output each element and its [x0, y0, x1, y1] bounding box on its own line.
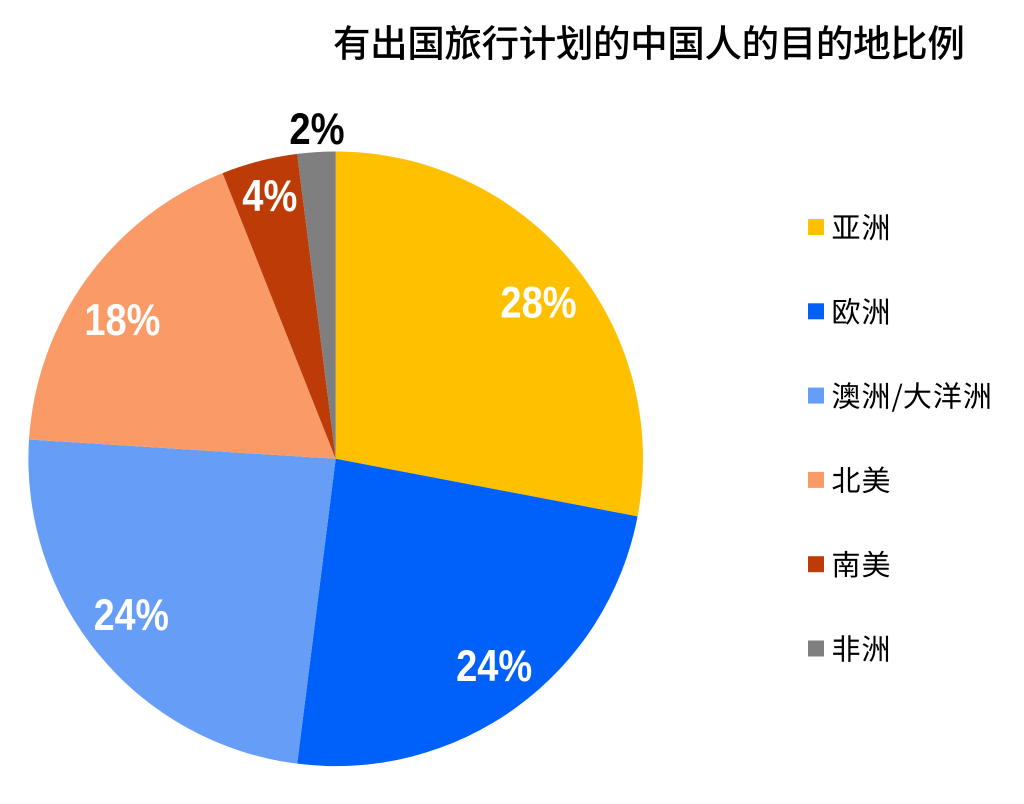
- svg-text:28%: 28%: [500, 278, 576, 327]
- svg-text:24%: 24%: [94, 591, 169, 640]
- svg-text:4%: 4%: [242, 172, 297, 221]
- svg-text:18%: 18%: [84, 296, 160, 345]
- svg-text:2%: 2%: [289, 105, 344, 154]
- svg-text:24%: 24%: [456, 642, 532, 691]
